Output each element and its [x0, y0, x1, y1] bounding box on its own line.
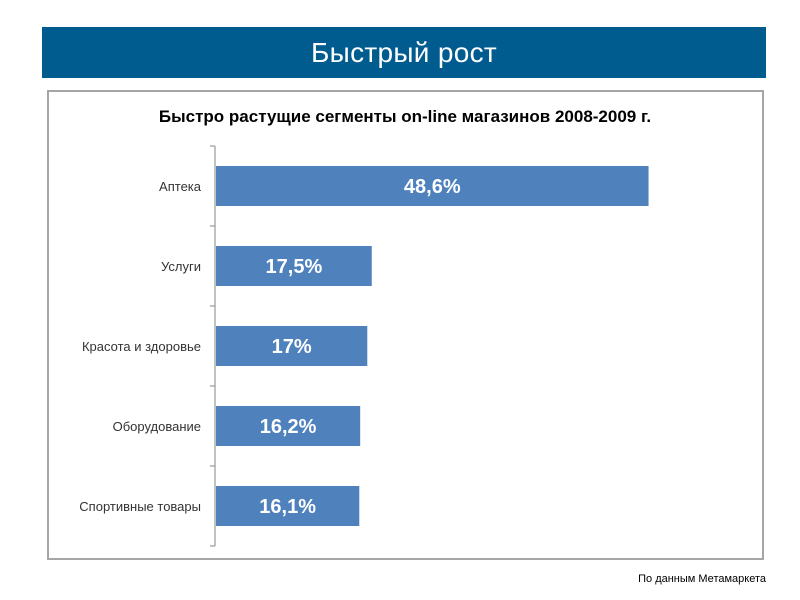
category-label: Аптека [159, 179, 202, 194]
chart-title: Быстро растущие сегменты on-line магазин… [159, 107, 651, 126]
bar [216, 246, 372, 286]
slide-header: Быстрый рост [42, 27, 766, 78]
bar [216, 486, 360, 526]
bar-value-label: 16,2% [260, 416, 317, 438]
chart-frame: Быстро растущие сегменты on-line магазин… [47, 90, 764, 560]
category-label: Услуги [161, 259, 201, 274]
bar-value-label: 16,1% [259, 496, 316, 518]
bar-value-label: 17% [272, 336, 312, 358]
bar [216, 326, 368, 366]
category-label: Оборудование [113, 419, 201, 434]
source-note: По данным Метамаркета [638, 573, 766, 585]
category-label: Спортивные товары [79, 499, 201, 514]
category-label: Красота и здоровье [82, 339, 201, 354]
bar-chart: Быстро растущие сегменты on-line магазин… [79, 107, 651, 547]
bar-value-label: 48,6% [404, 176, 461, 198]
bar [216, 406, 361, 446]
slide-title: Быстрый рост [310, 36, 497, 68]
bar-value-label: 17,5% [266, 256, 323, 278]
bar [216, 166, 649, 206]
